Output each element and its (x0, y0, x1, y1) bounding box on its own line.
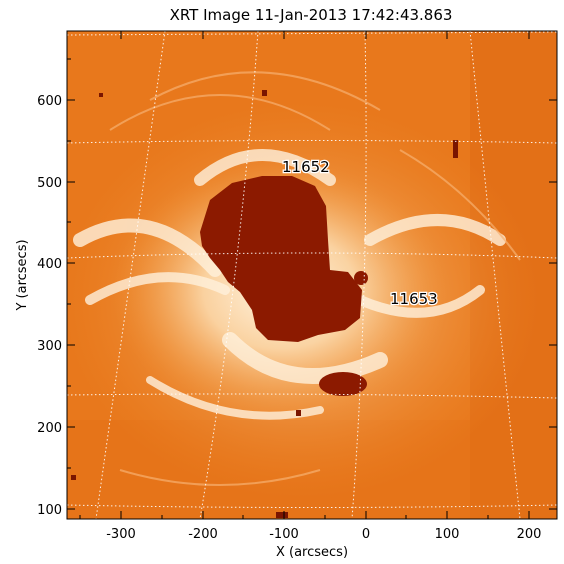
plot-frame (66, 30, 558, 520)
axis-ticks (67, 31, 557, 519)
region-label-11653: 11653 (390, 290, 438, 308)
y-tick-label: 500 (37, 176, 62, 191)
y-axis-label: Y (arcsecs) (15, 239, 30, 311)
active-region-11653-core (319, 372, 367, 396)
y-tick-label: 400 (37, 257, 62, 272)
x-axis-label: X (arcsecs) (276, 545, 348, 560)
y-tick-label: 100 (37, 503, 62, 518)
y-tick-label: 300 (37, 339, 62, 354)
x-tick-label: -100 (269, 527, 299, 542)
active-region-11652-core (200, 176, 362, 342)
region-label-11652: 11652 (282, 158, 330, 176)
x-tick-label: -300 (106, 527, 136, 542)
image-title: XRT Image 11-Jan-2013 17:42:43.863 (170, 6, 453, 24)
y-tick-label: 200 (37, 421, 62, 436)
y-tick-labels: 100 200 300 400 500 600 (37, 94, 62, 518)
y-tick-label: 600 (37, 94, 62, 109)
x-tick-labels: -300 -200 -100 0 100 200 (106, 527, 541, 542)
x-tick-label: 200 (517, 527, 542, 542)
x-tick-label: 100 (435, 527, 460, 542)
x-tick-label: -200 (188, 527, 218, 542)
solar-image (67, 31, 557, 519)
x-tick-label: 0 (362, 527, 370, 542)
